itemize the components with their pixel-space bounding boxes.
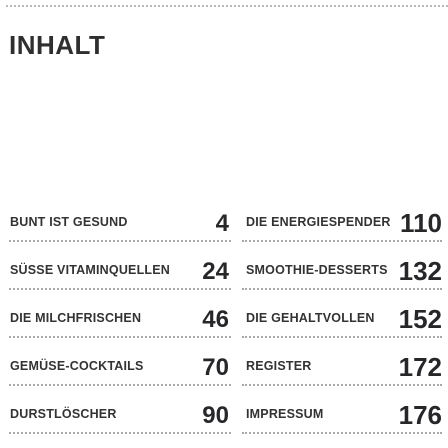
- toc-entry-page: 176: [398, 400, 442, 430]
- toc-entry[interactable]: BUNT IST GESUND 4: [9, 195, 231, 242]
- toc-entry-page: 4: [215, 210, 229, 237]
- toc-entry-label: DIE MILCHFRISCHEN: [10, 311, 142, 325]
- toc-column-left: BUNT IST GESUND 4 SÜSSE VITAMINQUELLEN 2…: [9, 195, 231, 434]
- toc-entry-page: 70: [202, 354, 229, 381]
- toc-entry-page: 46: [202, 306, 229, 333]
- toc-entry-label: DIE ENERGIESPENDER: [246, 215, 391, 229]
- toc-entry-page: 24: [202, 258, 229, 285]
- toc-entry[interactable]: IMPRESSUM 176: [242, 386, 442, 434]
- toc-entry-page: 132: [398, 256, 442, 286]
- toc-entry[interactable]: GEMÜSE-COCKTAILS 70: [9, 338, 231, 386]
- page-title: INHALT: [9, 30, 106, 60]
- toc-entry[interactable]: DIE MILCHFRISCHEN 46: [9, 290, 231, 338]
- toc-entry[interactable]: SMOOTHIE-DESSERTS 132: [242, 242, 442, 290]
- toc-entry[interactable]: SÜSSE VITAMINQUELLEN 24: [9, 242, 231, 290]
- toc-entry-label: SMOOTHIE-DESSERTS: [246, 263, 388, 277]
- toc-entry-label: IMPRESSUM: [246, 407, 324, 421]
- toc-entry-page: 90: [202, 402, 229, 429]
- toc-entry-page: 152: [398, 304, 442, 334]
- toc-entry-label: BUNT IST GESUND: [10, 215, 128, 229]
- toc-entry-label: GEMÜSE-COCKTAILS: [10, 359, 144, 373]
- top-divider: [6, 5, 448, 7]
- toc-column-right: DIE ENERGIESPENDER 110 SMOOTHIE-DESSERTS…: [242, 195, 442, 434]
- toc-entry[interactable]: REGISTER 172: [242, 338, 442, 386]
- toc-entry-page: 172: [398, 352, 442, 382]
- toc-entry-label: REGISTER: [246, 359, 312, 373]
- toc-entry[interactable]: DURSTLÖSCHER 90: [9, 386, 231, 434]
- toc-entry-label: DURSTLÖSCHER: [10, 407, 117, 421]
- toc-entry[interactable]: DIE ENERGIESPENDER 110: [242, 195, 442, 242]
- toc-entry-page: 110: [400, 208, 442, 238]
- toc-entry-label: DIE GEHALTVOLLEN: [246, 311, 375, 325]
- toc-entry[interactable]: DIE GEHALTVOLLEN 152: [242, 290, 442, 338]
- toc-entry-label: SÜSSE VITAMINQUELLEN: [10, 263, 171, 277]
